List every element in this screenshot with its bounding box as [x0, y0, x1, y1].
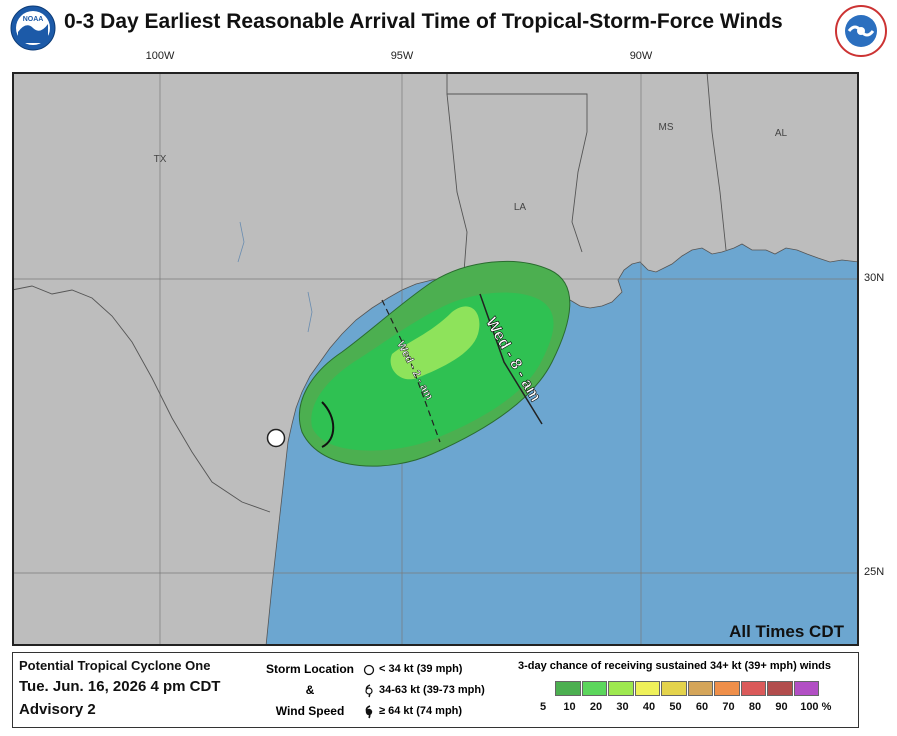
probability-swatch [555, 681, 581, 696]
probability-scale-label: 20 [589, 701, 603, 713]
probability-scale-label: 100 % [800, 701, 832, 713]
lon-label-100w: 100W [145, 50, 175, 62]
storm-location-marker [266, 428, 286, 448]
lon-label-95w: 95W [390, 50, 414, 62]
probability-scale-label: 40 [642, 701, 656, 713]
probability-scale-label: 30 [616, 701, 629, 713]
probability-swatch [714, 681, 740, 696]
isochrone-wed-2am [381, 299, 441, 443]
legend-panel: Potential Tropical Cyclone One Tue. Jun.… [12, 652, 859, 728]
legend-item-tropical-storm: 34-63 kt (39-73 mph) [363, 680, 485, 701]
noaa-logo: NOAA [10, 5, 56, 51]
probability-scale-label: 50 [669, 701, 682, 713]
probability-swatch [767, 681, 793, 696]
swath-prob-20-30 [390, 306, 480, 380]
probability-swatch [608, 681, 634, 696]
advisory-number: Advisory 2 [19, 701, 96, 718]
state-label-tx: TX [154, 154, 167, 165]
probability-swath: Wed - 2 - am Wed - 8 - am [298, 260, 571, 467]
lon-label-90w: 90W [629, 50, 653, 62]
legend-item-label: ≥ 64 kt (74 mph) [379, 705, 463, 717]
legend-storm-key-labels: Storm Location & Wind Speed [265, 659, 355, 722]
legend-storm-info: Potential Tropical Cyclone One Tue. Jun.… [19, 657, 220, 721]
probability-swatch [634, 681, 660, 696]
wind-speed-label: Wind Speed [275, 704, 345, 718]
nws-logo [835, 5, 887, 57]
graticule-lines [12, 72, 859, 646]
state-borders [12, 72, 727, 513]
rivers [237, 221, 313, 333]
lat-label-30n: 30N [864, 272, 885, 284]
svg-text:NOAA: NOAA [23, 16, 44, 23]
legend-item-hurricane: ≥ 64 kt (74 mph) [363, 701, 485, 722]
probability-swatch [793, 681, 819, 696]
probability-scale-label: 5 [539, 701, 547, 713]
isochrone-wed-8am [479, 293, 543, 425]
hurricane-icon [365, 704, 373, 718]
probability-swatch [661, 681, 687, 696]
probability-scale-label: 80 [748, 701, 762, 713]
probability-scale-label: 10 [563, 701, 576, 713]
amp-label: & [305, 683, 315, 697]
probability-swatch [687, 681, 713, 696]
circle-icon [363, 664, 375, 675]
legend-item-label: 34-63 kt (39-73 mph) [379, 684, 485, 696]
probability-swatch [740, 681, 766, 696]
probability-legend-title: 3-day chance of receiving sustained 34+ … [518, 660, 831, 672]
tropical-storm-icon [365, 683, 373, 697]
advisory-datetime: Tue. Jun. 16, 2026 4 pm CDT [19, 678, 221, 695]
state-label-al: AL [775, 128, 788, 139]
legend-item-label: < 34 kt (39 mph) [379, 663, 463, 675]
storm-location-label: Storm Location [265, 662, 354, 676]
probability-scale-label: 90 [775, 701, 788, 713]
probability-scale-label: 70 [722, 701, 735, 713]
lat-label-25n: 25N [864, 566, 885, 578]
map-panel: TX LA MS AL Wed - 2 - am Wed - 8 - am Al… [12, 72, 859, 646]
probability-swatch [581, 681, 607, 696]
page-title: 0-3 Day Earliest Reasonable Arrival Time… [64, 10, 783, 33]
times-note: All Times CDT [729, 622, 845, 641]
probability-scale-label: 60 [695, 701, 709, 713]
storm-name: Potential Tropical Cyclone One [19, 658, 211, 673]
state-label-ms: MS [659, 122, 674, 133]
probability-color-scale [555, 681, 820, 696]
legend-item-weak: < 34 kt (39 mph) [363, 659, 485, 680]
map-frame [12, 72, 859, 646]
storm-extent-arc [321, 401, 335, 448]
state-label-la: LA [514, 202, 527, 213]
legend-storm-key-items: < 34 kt (39 mph) 34-63 kt (39-73 mph) ≥ … [363, 659, 485, 722]
